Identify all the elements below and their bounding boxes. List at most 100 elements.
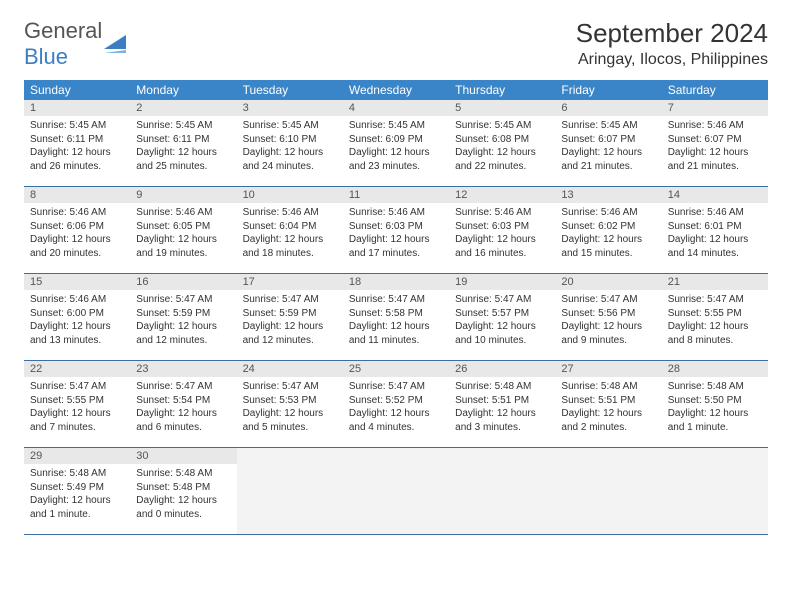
brand-logo: General Blue xyxy=(24,18,126,70)
day-empty xyxy=(343,448,449,534)
week-row: 8Sunrise: 5:46 AMSunset: 6:06 PMDaylight… xyxy=(24,187,768,274)
day-empty xyxy=(662,448,768,534)
day-cell: 12Sunrise: 5:46 AMSunset: 6:03 PMDayligh… xyxy=(449,187,555,273)
sunset-line: Sunset: 6:02 PM xyxy=(561,220,655,234)
day-cell: 24Sunrise: 5:47 AMSunset: 5:53 PMDayligh… xyxy=(237,361,343,447)
day-number: 12 xyxy=(449,187,555,203)
day-body: Sunrise: 5:47 AMSunset: 5:58 PMDaylight:… xyxy=(343,290,449,353)
day-number: 26 xyxy=(449,361,555,377)
day-body: Sunrise: 5:45 AMSunset: 6:09 PMDaylight:… xyxy=(343,116,449,179)
daylight-line: Daylight: 12 hours and 4 minutes. xyxy=(349,407,443,434)
day-body: Sunrise: 5:46 AMSunset: 6:05 PMDaylight:… xyxy=(130,203,236,266)
sunrise-line: Sunrise: 5:47 AM xyxy=(243,293,337,307)
day-number: 22 xyxy=(24,361,130,377)
sunset-line: Sunset: 5:54 PM xyxy=(136,394,230,408)
day-cell: 9Sunrise: 5:46 AMSunset: 6:05 PMDaylight… xyxy=(130,187,236,273)
month-title: September 2024 xyxy=(576,18,768,49)
daylight-line: Daylight: 12 hours and 19 minutes. xyxy=(136,233,230,260)
day-number: 14 xyxy=(662,187,768,203)
sunrise-line: Sunrise: 5:45 AM xyxy=(455,119,549,133)
day-cell: 2Sunrise: 5:45 AMSunset: 6:11 PMDaylight… xyxy=(130,100,236,186)
day-body: Sunrise: 5:47 AMSunset: 5:53 PMDaylight:… xyxy=(237,377,343,440)
sunset-line: Sunset: 6:04 PM xyxy=(243,220,337,234)
day-number: 10 xyxy=(237,187,343,203)
sunrise-line: Sunrise: 5:46 AM xyxy=(561,206,655,220)
day-number: 5 xyxy=(449,100,555,116)
sunrise-line: Sunrise: 5:46 AM xyxy=(136,206,230,220)
daylight-line: Daylight: 12 hours and 1 minute. xyxy=(668,407,762,434)
daylight-line: Daylight: 12 hours and 9 minutes. xyxy=(561,320,655,347)
sunrise-line: Sunrise: 5:47 AM xyxy=(561,293,655,307)
day-cell: 11Sunrise: 5:46 AMSunset: 6:03 PMDayligh… xyxy=(343,187,449,273)
day-number: 18 xyxy=(343,274,449,290)
sunset-line: Sunset: 5:50 PM xyxy=(668,394,762,408)
day-body: Sunrise: 5:46 AMSunset: 6:06 PMDaylight:… xyxy=(24,203,130,266)
day-number: 15 xyxy=(24,274,130,290)
day-number: 20 xyxy=(555,274,661,290)
sunrise-line: Sunrise: 5:48 AM xyxy=(455,380,549,394)
day-cell: 30Sunrise: 5:48 AMSunset: 5:48 PMDayligh… xyxy=(130,448,236,534)
day-body: Sunrise: 5:48 AMSunset: 5:50 PMDaylight:… xyxy=(662,377,768,440)
sunset-line: Sunset: 5:53 PM xyxy=(243,394,337,408)
day-cell: 29 Sunrise: 5:48 AMSunset: 5:49 PMDayligh… xyxy=(24,448,130,534)
day-cell: 15Sunrise: 5:46 AMSunset: 6:00 PMDayligh… xyxy=(24,274,130,360)
sunrise-line: Sunrise: 5:47 AM xyxy=(455,293,549,307)
day-body: Sunrise: 5:48 AMSunset: 5:51 PMDaylight:… xyxy=(555,377,661,440)
day-number: 25 xyxy=(343,361,449,377)
week-row: 1Sunrise: 5:45 AMSunset: 6:11 PMDaylight… xyxy=(24,100,768,187)
day-cell: 8Sunrise: 5:46 AMSunset: 6:06 PMDaylight… xyxy=(24,187,130,273)
day-cell: 25 Sunrise: 5:47 AMSunset: 5:52 PMDayligh… xyxy=(343,361,449,447)
sunrise-line: Sunrise: 5:47 AM xyxy=(349,380,443,394)
daylight-line: Daylight: 12 hours and 2 minutes. xyxy=(561,407,655,434)
sunrise-line: Sunrise: 5:47 AM xyxy=(243,380,337,394)
weekday-header: Wednesday xyxy=(343,80,449,100)
brand-word2: Blue xyxy=(24,44,68,69)
day-cell: 22Sunrise: 5:47 AMSunset: 5:55 PMDayligh… xyxy=(24,361,130,447)
sunrise-line: Sunrise: 5:45 AM xyxy=(349,119,443,133)
day-body: Sunrise: 5:46 AMSunset: 6:07 PMDaylight:… xyxy=(662,116,768,179)
day-number: 30 xyxy=(130,448,236,464)
day-body: Sunrise: 5:45 AMSunset: 6:08 PMDaylight:… xyxy=(449,116,555,179)
sunset-line: Sunset: 6:07 PM xyxy=(561,133,655,147)
day-cell: 13Sunrise: 5:46 AMSunset: 6:02 PMDayligh… xyxy=(555,187,661,273)
sunset-line: Sunset: 6:07 PM xyxy=(668,133,762,147)
day-number: 1 xyxy=(24,100,130,116)
day-number: 29 xyxy=(24,448,130,464)
day-cell: 20Sunrise: 5:47 AMSunset: 5:56 PMDayligh… xyxy=(555,274,661,360)
sunset-line: Sunset: 6:05 PM xyxy=(136,220,230,234)
day-body: Sunrise: 5:46 AMSunset: 6:03 PMDaylight:… xyxy=(449,203,555,266)
sunrise-line: Sunrise: 5:48 AM xyxy=(561,380,655,394)
sunrise-line: Sunrise: 5:46 AM xyxy=(668,206,762,220)
day-body: Sunrise: 5:47 AMSunset: 5:59 PMDaylight:… xyxy=(237,290,343,353)
sunset-line: Sunset: 5:52 PM xyxy=(349,394,443,408)
sunrise-line: Sunrise: 5:45 AM xyxy=(30,119,124,133)
sunrise-line: Sunrise: 5:45 AM xyxy=(561,119,655,133)
sunset-line: Sunset: 6:11 PM xyxy=(30,133,124,147)
daylight-line: Daylight: 12 hours and 6 minutes. xyxy=(136,407,230,434)
day-number: 9 xyxy=(130,187,236,203)
day-cell: 28Sunrise: 5:48 AMSunset: 5:50 PMDayligh… xyxy=(662,361,768,447)
day-body: Sunrise: 5:47 AMSunset: 5:59 PMDaylight:… xyxy=(130,290,236,353)
weekday-header-row: SundayMondayTuesdayWednesdayThursdayFrid… xyxy=(24,80,768,100)
sunrise-line: Sunrise: 5:48 AM xyxy=(668,380,762,394)
location: Aringay, Ilocos, Philippines xyxy=(576,51,768,69)
sunrise-line: Sunrise: 5:47 AM xyxy=(136,380,230,394)
sunrise-line: Sunrise: 5:45 AM xyxy=(136,119,230,133)
header: General Blue September 2024 Aringay, Ilo… xyxy=(24,18,768,70)
day-empty xyxy=(449,448,555,534)
day-cell: 3Sunrise: 5:45 AMSunset: 6:10 PMDaylight… xyxy=(237,100,343,186)
day-body: Sunrise: 5:45 AMSunset: 6:10 PMDaylight:… xyxy=(237,116,343,179)
daylight-line: Daylight: 12 hours and 7 minutes. xyxy=(30,407,124,434)
sunset-line: Sunset: 5:49 PM xyxy=(30,481,124,495)
daylight-line: Daylight: 12 hours and 26 minutes. xyxy=(30,146,124,173)
daylight-line: Daylight: 12 hours and 5 minutes. xyxy=(243,407,337,434)
day-cell: 26Sunrise: 5:48 AMSunset: 5:51 PMDayligh… xyxy=(449,361,555,447)
day-empty xyxy=(237,448,343,534)
sunrise-line: Sunrise: 5:48 AM xyxy=(30,467,124,481)
day-number: 28 xyxy=(662,361,768,377)
daylight-line: Daylight: 12 hours and 13 minutes. xyxy=(30,320,124,347)
daylight-line: Daylight: 12 hours and 1 minute. xyxy=(30,494,124,521)
sunset-line: Sunset: 6:08 PM xyxy=(455,133,549,147)
daylight-line: Daylight: 12 hours and 8 minutes. xyxy=(668,320,762,347)
day-cell: 6Sunrise: 5:45 AMSunset: 6:07 PMDaylight… xyxy=(555,100,661,186)
